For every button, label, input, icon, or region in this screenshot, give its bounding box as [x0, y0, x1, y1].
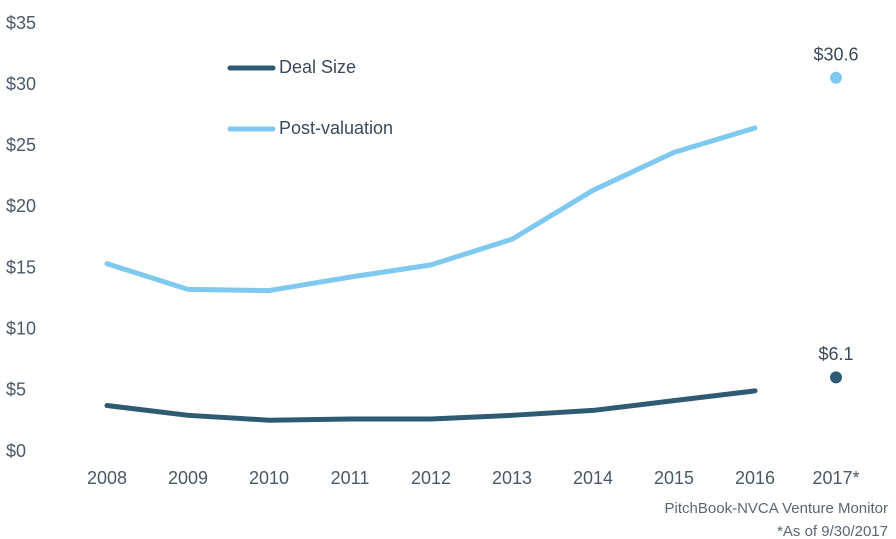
- x-tick-label: 2011: [331, 468, 370, 488]
- legend-label: Deal Size: [279, 57, 356, 77]
- x-tick-label: 2017*: [812, 468, 859, 488]
- x-tick-label: 2016: [735, 468, 775, 488]
- y-tick-label: $10: [6, 318, 36, 338]
- legend-label: Post-valuation: [279, 118, 393, 138]
- y-tick-label: $25: [6, 135, 36, 155]
- y-tick-label: $15: [6, 257, 36, 277]
- x-tick-label: 2012: [411, 468, 451, 488]
- y-tick-label: $0: [6, 441, 26, 461]
- data-point: [830, 71, 842, 84]
- x-tick-label: 2008: [87, 468, 127, 488]
- y-tick-label: $20: [6, 196, 36, 216]
- series-line: [104, 388, 758, 423]
- source: PitchBook-NVCA Venture Monitor: [665, 500, 888, 517]
- y-tick-label: $30: [6, 74, 36, 94]
- data-label: $6.1: [818, 344, 853, 364]
- y-tick-label: $5: [6, 380, 26, 400]
- data-point: [830, 371, 842, 384]
- x-tick-label: 2010: [249, 468, 289, 488]
- y-tick-label: $35: [6, 13, 36, 33]
- x-tick-label: 2014: [573, 468, 613, 488]
- x-tick-label: 2013: [492, 468, 532, 488]
- footnote: *As of 9/30/2017: [777, 523, 888, 539]
- data-label: $30.6: [813, 45, 858, 65]
- x-tick-label: 2009: [168, 468, 208, 488]
- x-tick-label: 2015: [654, 468, 694, 488]
- series-line: [104, 125, 758, 294]
